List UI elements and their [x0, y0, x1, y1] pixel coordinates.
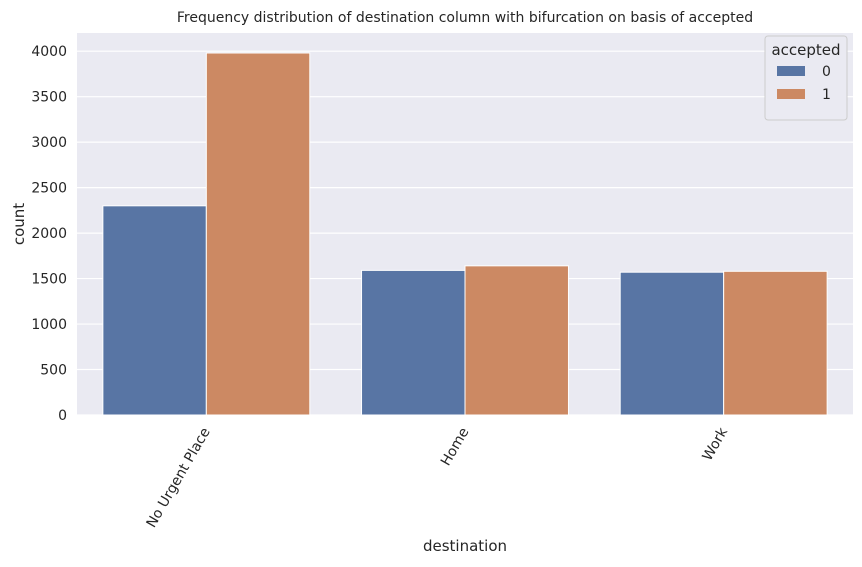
legend-label-1: 1 [822, 87, 831, 103]
x-tick-label: Home [438, 425, 473, 469]
bar-work-1 [723, 270, 828, 416]
x-axis-label: destination [423, 537, 507, 555]
y-tick-label: 1500 [31, 272, 67, 288]
bar-group [102, 52, 828, 416]
y-tick-label: 0 [58, 408, 67, 424]
bar-home-1 [464, 265, 569, 416]
legend-swatch-0 [777, 66, 805, 76]
y-tick-label: 4000 [31, 44, 67, 60]
y-tick-label: 1000 [31, 317, 67, 333]
x-tick-label: Work [700, 424, 732, 463]
legend-swatch-1 [777, 89, 805, 99]
bar-no-urgent-place-0 [102, 205, 207, 416]
y-tick-label: 3000 [31, 135, 67, 151]
y-axis-label: count [10, 203, 28, 245]
chart-title: Frequency distribution of destination co… [177, 10, 753, 26]
legend-title: accepted [771, 41, 840, 59]
y-axis-ticks: 0 500 1000 1500 2000 2500 3000 3500 4000 [31, 44, 67, 424]
y-tick-label: 2000 [31, 226, 67, 242]
bar-work-0 [619, 271, 725, 416]
bar-no-urgent-place-1 [205, 52, 311, 416]
legend-label-0: 0 [822, 64, 831, 80]
x-tick-label: No Urgent Place [144, 425, 214, 531]
y-tick-label: 3500 [31, 90, 67, 106]
bar-home-0 [361, 269, 466, 416]
y-tick-label: 2500 [31, 181, 67, 197]
y-tick-label: 500 [40, 363, 67, 379]
x-axis-ticks: No Urgent Place Home Work [144, 424, 732, 530]
legend: accepted 0 1 [764, 35, 848, 121]
